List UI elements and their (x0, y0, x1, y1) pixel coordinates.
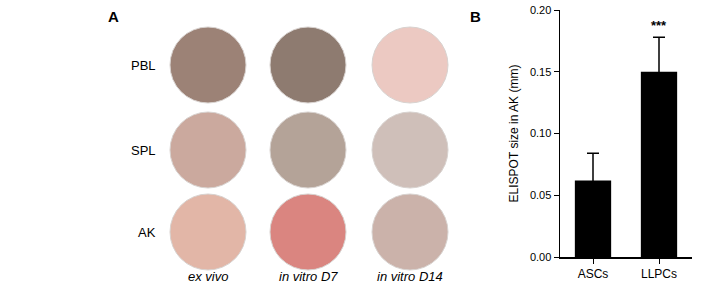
svg-text:0.10: 0.10 (530, 127, 551, 139)
svg-text:ex vivo: ex vivo (188, 269, 228, 284)
svg-text:0.15: 0.15 (530, 66, 551, 78)
svg-text:LLPCs: LLPCs (641, 267, 677, 281)
svg-text:***: *** (651, 18, 667, 33)
svg-text:PBL: PBL (131, 58, 156, 73)
svg-text:0.00: 0.00 (530, 251, 551, 263)
svg-text:0.05: 0.05 (530, 189, 551, 201)
svg-text:B: B (470, 8, 481, 25)
svg-text:SPL: SPL (131, 143, 156, 158)
svg-text:ELISPOT size in AK (mm): ELISPOT size in AK (mm) (507, 65, 521, 203)
svg-text:0.20: 0.20 (530, 4, 551, 16)
svg-text:in vitro D14: in vitro D14 (377, 269, 443, 284)
svg-text:AK: AK (138, 225, 156, 240)
svg-text:ASCs: ASCs (578, 267, 609, 281)
svg-text:in vitro D7: in vitro D7 (279, 269, 338, 284)
svg-text:A: A (108, 8, 119, 25)
